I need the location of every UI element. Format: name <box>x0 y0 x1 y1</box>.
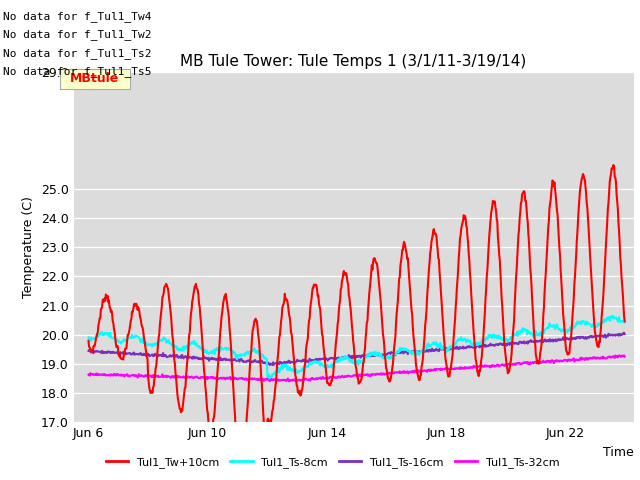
Tul1_Ts-16cm <box>389 351 397 357</box>
Tul1_Ts-32cm <box>285 379 292 384</box>
Tul1_Ts-8cm <box>389 351 397 357</box>
Tul1_Ts-8cm <box>211 351 218 357</box>
Tul1_Tw+10cm <box>621 319 628 324</box>
Tul1_Ts-16cm <box>620 330 628 336</box>
Line: Tul1_Ts-32cm: Tul1_Ts-32cm <box>88 355 625 382</box>
Tul1_Ts-16cm <box>104 349 111 355</box>
Tul1_Ts-32cm <box>309 375 317 381</box>
Tul1_Ts-16cm <box>211 356 218 361</box>
Text: No data for f_Tul1_Ts5: No data for f_Tul1_Ts5 <box>3 66 152 77</box>
Tul1_Ts-16cm <box>266 362 274 368</box>
Line: Tul1_Ts-8cm: Tul1_Ts-8cm <box>88 316 625 378</box>
Tul1_Ts-32cm <box>84 372 92 378</box>
Tul1_Ts-8cm <box>518 329 526 335</box>
Tul1_Ts-32cm <box>621 354 628 360</box>
Tul1_Tw+10cm <box>280 299 288 304</box>
Tul1_Ts-32cm <box>104 372 111 378</box>
Tul1_Ts-8cm <box>280 363 288 369</box>
Line: Tul1_Ts-16cm: Tul1_Ts-16cm <box>88 333 625 365</box>
Tul1_Ts-8cm <box>84 335 92 341</box>
Tul1_Tw+10cm <box>104 293 111 299</box>
Tul1_Ts-8cm <box>309 360 317 365</box>
Tul1_Ts-16cm <box>84 348 92 354</box>
Y-axis label: Temperature (C): Temperature (C) <box>22 196 35 298</box>
Tul1_Tw+10cm <box>84 338 92 344</box>
Tul1_Ts-16cm <box>280 359 288 365</box>
X-axis label: Time: Time <box>603 446 634 459</box>
Text: MBtule: MBtule <box>70 72 119 85</box>
Tul1_Ts-32cm <box>620 352 628 358</box>
Tul1_Ts-32cm <box>211 375 218 381</box>
Tul1_Ts-8cm <box>104 332 111 338</box>
Text: No data for f_Tul1_Tw4: No data for f_Tul1_Tw4 <box>3 11 152 22</box>
Tul1_Ts-16cm <box>621 331 628 337</box>
Tul1_Ts-32cm <box>280 377 287 383</box>
Tul1_Ts-8cm <box>609 313 616 319</box>
Line: Tul1_Tw+10cm: Tul1_Tw+10cm <box>88 165 625 475</box>
Tul1_Tw+10cm <box>389 361 397 367</box>
Legend: Tul1_Tw+10cm, Tul1_Ts-8cm, Tul1_Ts-16cm, Tul1_Ts-32cm: Tul1_Tw+10cm, Tul1_Ts-8cm, Tul1_Ts-16cm,… <box>102 452 564 472</box>
Tul1_Tw+10cm <box>610 162 618 168</box>
Tul1_Ts-32cm <box>518 361 526 367</box>
Tul1_Ts-16cm <box>518 340 526 346</box>
Tul1_Ts-32cm <box>389 370 397 375</box>
Tul1_Tw+10cm <box>237 472 244 478</box>
Tul1_Tw+10cm <box>309 285 317 290</box>
Title: MB Tule Tower: Tule Temps 1 (3/1/11-3/19/14): MB Tule Tower: Tule Temps 1 (3/1/11-3/19… <box>180 54 527 70</box>
Tul1_Ts-8cm <box>621 320 628 325</box>
Text: No data for f_Tul1_Tw2: No data for f_Tul1_Tw2 <box>3 29 152 40</box>
Tul1_Tw+10cm <box>211 408 218 414</box>
Text: No data for f_Tul1_Ts2: No data for f_Tul1_Ts2 <box>3 48 152 59</box>
Tul1_Ts-8cm <box>266 375 273 381</box>
Tul1_Ts-16cm <box>309 357 317 363</box>
Tul1_Tw+10cm <box>518 191 526 197</box>
